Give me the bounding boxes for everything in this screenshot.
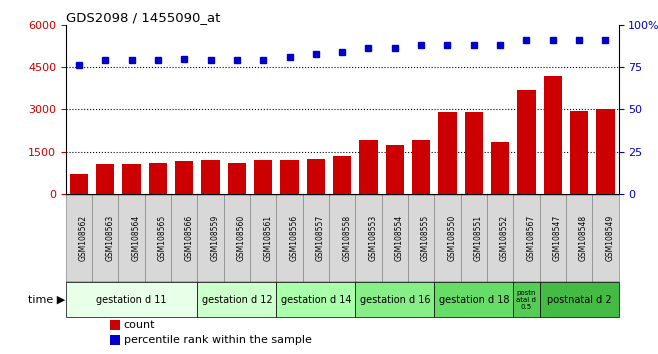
Bar — [408, 194, 434, 282]
Bar — [175, 161, 193, 194]
Text: GSM108559: GSM108559 — [211, 215, 220, 261]
Text: GSM108560: GSM108560 — [237, 215, 246, 261]
Bar — [540, 282, 619, 317]
Bar — [228, 163, 246, 194]
Bar — [197, 194, 224, 282]
Text: GSM108549: GSM108549 — [605, 215, 615, 261]
Bar — [110, 320, 120, 330]
Bar — [513, 194, 540, 282]
Text: gestation d 18: gestation d 18 — [438, 295, 509, 304]
Text: GSM108564: GSM108564 — [132, 215, 141, 261]
Text: GSM108550: GSM108550 — [447, 215, 457, 261]
Bar — [355, 194, 382, 282]
Bar — [145, 194, 171, 282]
Bar — [70, 174, 88, 194]
Bar — [307, 159, 325, 194]
Bar — [224, 194, 250, 282]
Bar — [438, 112, 457, 194]
Bar — [96, 164, 114, 194]
Bar — [487, 194, 513, 282]
Text: gestation d 12: gestation d 12 — [201, 295, 272, 304]
Bar — [540, 194, 566, 282]
Bar — [491, 142, 509, 194]
Text: gestation d 16: gestation d 16 — [359, 295, 430, 304]
Text: percentile rank within the sample: percentile rank within the sample — [124, 335, 312, 345]
Bar — [149, 163, 167, 194]
Text: GSM108561: GSM108561 — [263, 215, 272, 261]
Bar — [171, 194, 197, 282]
Text: GSM108547: GSM108547 — [553, 215, 562, 261]
Bar — [254, 160, 272, 194]
Bar — [276, 194, 303, 282]
Bar — [461, 194, 487, 282]
Text: time ▶: time ▶ — [28, 295, 65, 304]
Bar — [359, 140, 378, 194]
Bar — [434, 194, 461, 282]
Bar — [465, 112, 483, 194]
Text: count: count — [124, 320, 155, 330]
Bar — [118, 194, 145, 282]
Bar — [592, 194, 619, 282]
Bar — [122, 164, 141, 194]
Text: postn
atal d
0.5: postn atal d 0.5 — [517, 290, 536, 310]
Text: GSM108558: GSM108558 — [342, 215, 351, 261]
Bar — [201, 160, 220, 194]
Text: GSM108556: GSM108556 — [290, 215, 299, 261]
Text: GSM108551: GSM108551 — [474, 215, 483, 261]
Bar — [566, 194, 592, 282]
Bar — [303, 194, 329, 282]
Text: GSM108552: GSM108552 — [500, 215, 509, 261]
Text: gestation d 11: gestation d 11 — [96, 295, 167, 304]
Bar — [544, 75, 562, 194]
Text: postnatal d 2: postnatal d 2 — [547, 295, 611, 304]
Bar — [355, 282, 434, 317]
Bar — [276, 282, 355, 317]
Text: GDS2098 / 1455090_at: GDS2098 / 1455090_at — [66, 11, 220, 24]
Text: GSM108553: GSM108553 — [368, 215, 378, 261]
Bar — [386, 144, 404, 194]
Text: GSM108557: GSM108557 — [316, 215, 325, 261]
Bar — [570, 111, 588, 194]
Text: GSM108562: GSM108562 — [79, 215, 88, 261]
Bar — [280, 160, 299, 194]
Bar — [250, 194, 276, 282]
Bar — [596, 109, 615, 194]
Text: GSM108554: GSM108554 — [395, 215, 404, 261]
Bar — [382, 194, 408, 282]
Bar — [66, 194, 92, 282]
Text: gestation d 14: gestation d 14 — [280, 295, 351, 304]
Bar — [197, 282, 276, 317]
Bar — [329, 194, 355, 282]
Text: GSM108565: GSM108565 — [158, 215, 167, 261]
Text: GSM108566: GSM108566 — [184, 215, 193, 261]
Bar — [517, 90, 536, 194]
Bar — [92, 194, 118, 282]
Bar — [434, 282, 513, 317]
Bar — [66, 282, 197, 317]
Text: GSM108548: GSM108548 — [579, 215, 588, 261]
Bar — [513, 282, 540, 317]
Bar — [412, 140, 430, 194]
Bar — [110, 335, 120, 346]
Text: GSM108555: GSM108555 — [421, 215, 430, 261]
Bar — [333, 156, 351, 194]
Text: GSM108567: GSM108567 — [526, 215, 536, 261]
Text: GSM108563: GSM108563 — [105, 215, 114, 261]
